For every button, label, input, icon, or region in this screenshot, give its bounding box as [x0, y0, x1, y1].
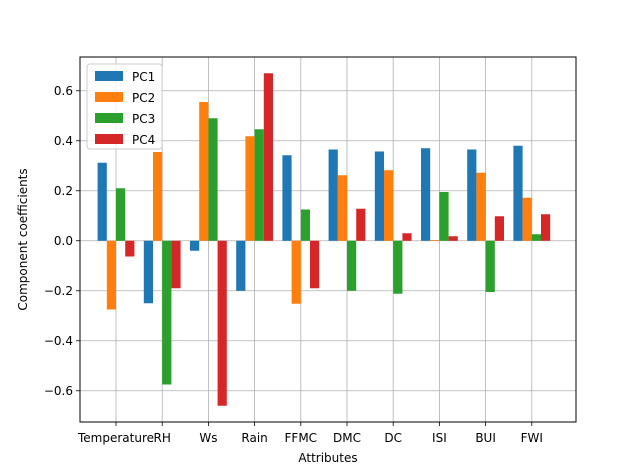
legend-swatch-pc2	[95, 92, 123, 102]
bar-pc2-dc	[384, 170, 394, 241]
y-axis-label: Component coefficients	[16, 168, 30, 310]
bar-pc2-rh	[153, 152, 163, 241]
plot-frame	[79, 56, 577, 423]
bar-pc1-dmc	[328, 149, 338, 241]
bar-pc2-ws	[199, 102, 209, 241]
y-tick-label: −0.6	[44, 384, 73, 398]
bar-pc4-ffmc	[310, 240, 320, 289]
bar-pc1-ffmc	[282, 155, 292, 241]
bar-pc1-fwi	[513, 145, 523, 241]
bar-pc2-rain	[245, 136, 255, 241]
axes: Temperature RH Ws Rain FFMC DMC DC ISI BUI FWI −0.…	[44, 84, 543, 445]
legend-swatch-pc4	[95, 134, 123, 144]
legend-label-pc1: PC1	[132, 70, 155, 84]
bar-pc3-rh	[162, 240, 172, 385]
y-tick-label: 0.2	[54, 184, 73, 198]
y-tick-label: 0.0	[54, 234, 73, 248]
bar-pc4-dmc	[356, 208, 366, 241]
legend-swatch-pc3	[95, 113, 123, 123]
bar-pc3-isi	[439, 192, 449, 241]
bar-pc2-temperature	[106, 240, 116, 310]
x-tick-label: Rain	[241, 431, 267, 445]
x-tick-label: RH	[154, 431, 171, 445]
bar-pc3-bui	[485, 240, 495, 292]
x-tick-label: FWI	[521, 431, 543, 445]
bar-pc4-rain	[263, 73, 273, 241]
bar-pc1-temperature	[97, 162, 107, 241]
bar-pc1-bui	[467, 149, 477, 241]
x-tick-label: DC	[384, 431, 402, 445]
x-tick-label: FFMC	[285, 431, 318, 445]
legend: PC1 PC2 PC3 PC4	[86, 63, 163, 150]
bar-pc4-isi	[448, 236, 458, 241]
x-tick-label: BUI	[475, 431, 496, 445]
bar-pc1-rain	[236, 240, 246, 291]
legend-label-pc4: PC4	[132, 133, 155, 147]
bar-pc3-dc	[393, 240, 403, 294]
x-axis-label: Attributes	[298, 451, 357, 465]
x-tick-label: Temperature	[77, 431, 154, 445]
bar-pc3-temperature	[116, 188, 126, 241]
legend-label-pc2: PC2	[132, 91, 155, 105]
bar-pc4-rh	[171, 240, 181, 289]
y-tick-label: 0.6	[54, 84, 73, 98]
x-tick-label: DMC	[333, 431, 361, 445]
bar-pc3-rain	[254, 129, 264, 241]
bar-pc2-ffmc	[291, 240, 301, 304]
bar-pc2-fwi	[522, 197, 532, 241]
bar-pc2-dmc	[337, 175, 347, 241]
bar-pc1-isi	[421, 148, 431, 241]
legend-label-pc3: PC3	[132, 112, 155, 126]
bar-pc2-isi	[430, 240, 440, 241]
legend-swatch-pc1	[95, 71, 123, 81]
bar-pc3-dmc	[347, 240, 357, 291]
y-tick-label: −0.4	[44, 334, 73, 348]
bar-pc3-fwi	[531, 234, 541, 241]
bar-pc1-dc	[374, 151, 384, 241]
bar-pc1-ws	[190, 240, 200, 251]
y-tick-label: −0.2	[44, 284, 73, 298]
y-tick-label: 0.4	[54, 134, 73, 148]
x-tick-label: Ws	[199, 431, 217, 445]
bar-pc4-ws	[217, 240, 227, 406]
legend-box	[86, 63, 163, 150]
bar-pc4-dc	[402, 233, 412, 241]
bar-pc1-rh	[143, 240, 153, 304]
bar-pc4-bui	[494, 216, 504, 241]
x-tick-label: ISI	[432, 431, 447, 445]
bar-pc4-temperature	[125, 240, 135, 257]
bars	[97, 73, 551, 406]
bar-pc3-ffmc	[300, 209, 310, 241]
bar-pc4-fwi	[541, 214, 551, 241]
bar-pc2-bui	[476, 172, 486, 241]
bar-pc3-ws	[208, 118, 218, 241]
